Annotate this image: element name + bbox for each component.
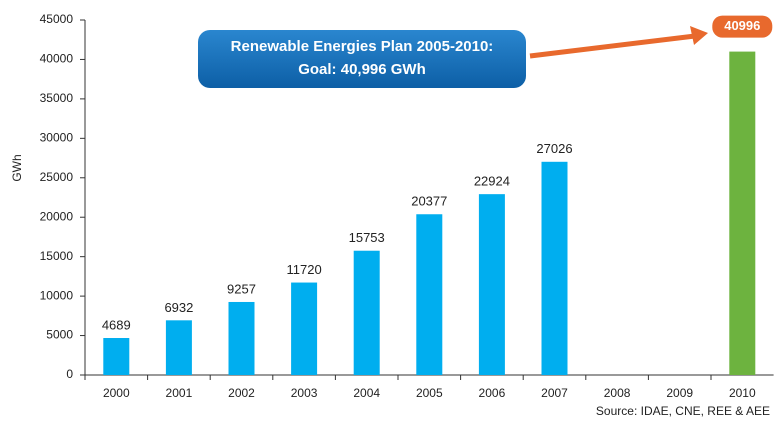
x-tick-label: 2004 [353, 386, 380, 400]
bar [416, 214, 443, 375]
y-axis-label: GWh [10, 154, 24, 181]
callout-box [198, 30, 526, 88]
value-label: 9257 [227, 281, 256, 296]
x-tick-label: 2005 [416, 386, 443, 400]
x-tick-label: 2000 [103, 386, 130, 400]
y-tick-label: 45000 [40, 12, 74, 26]
value-label: 22924 [474, 174, 510, 189]
x-tick-label: 2008 [604, 386, 631, 400]
x-tick-label: 2003 [291, 386, 318, 400]
value-label: 40996 [724, 18, 760, 33]
y-tick-label: 0 [66, 367, 73, 381]
callout-text: Goal: 40,996 GWh [298, 61, 426, 78]
bar [228, 301, 255, 375]
value-label: 15753 [349, 230, 385, 245]
bar [165, 320, 192, 375]
value-label: 11720 [287, 262, 322, 277]
y-tick-label: 20000 [40, 209, 74, 223]
y-tick-label: 10000 [40, 288, 74, 302]
bar [729, 51, 756, 376]
bar [291, 282, 318, 375]
arrow-head [690, 26, 708, 45]
y-tick-label: 40000 [40, 52, 74, 66]
arrow [529, 33, 696, 59]
y-tick-label: 30000 [40, 131, 74, 145]
x-tick-label: 2007 [541, 386, 568, 400]
y-tick-label: 25000 [40, 170, 74, 184]
bar [541, 161, 568, 375]
x-tick-label: 2009 [666, 386, 693, 400]
value-label-box [712, 15, 773, 38]
source: Source: IDAE, CNE, REE & AEE [596, 404, 770, 418]
y-tick-label: 35000 [40, 91, 74, 105]
x-tick-label: 2010 [729, 386, 756, 400]
x-tick-label: 2002 [228, 386, 255, 400]
y-tick-label: 5000 [46, 328, 73, 342]
value-label: 6932 [164, 300, 193, 315]
value-label: 20377 [411, 194, 447, 209]
x-tick-label: 2006 [479, 386, 506, 400]
bar [353, 250, 380, 375]
callout-text: Renewable Energies Plan 2005-2010: [231, 38, 494, 55]
value-label: 4689 [102, 317, 131, 332]
value-label: 27026 [536, 141, 572, 156]
x-tick-label: 2001 [166, 386, 193, 400]
y-tick-label: 15000 [40, 249, 74, 263]
bar [478, 194, 505, 375]
bar [103, 338, 130, 375]
